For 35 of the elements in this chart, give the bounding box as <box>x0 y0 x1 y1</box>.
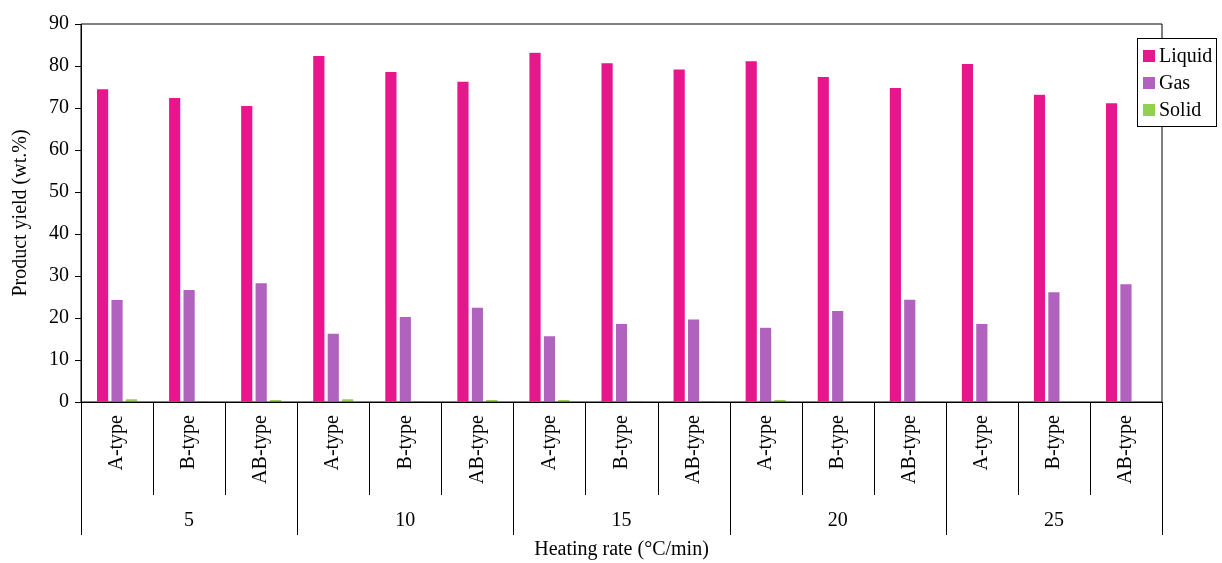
x-tick-label: AB-type <box>464 414 488 484</box>
x-tick-label: B-type <box>1041 414 1065 470</box>
y-tick-label: 10 <box>49 347 69 370</box>
x-tick-label: B-type <box>824 414 848 470</box>
y-axis-title: Product yield (wt.%) <box>8 129 32 297</box>
y-tick-label: 50 <box>49 179 69 202</box>
x-tick-label: B-type <box>392 414 416 470</box>
text: 25 <box>1043 508 1064 531</box>
y-tick-label: 90 <box>49 11 69 34</box>
x-tick-label: B-type <box>176 414 200 470</box>
text: 15 <box>611 508 632 531</box>
y-tick-label: 70 <box>49 95 69 118</box>
y-tick-label: 60 <box>49 137 69 160</box>
y-tick-label: 20 <box>49 305 69 328</box>
y-tick-label: 30 <box>49 263 69 286</box>
legend-label: Gas <box>1159 71 1191 94</box>
x-tick-label: AB-type <box>897 414 921 484</box>
x-tick-label: AB-type <box>1113 414 1137 484</box>
x-tick-label: A-type <box>969 414 993 471</box>
y-tick-label: 0 <box>59 389 69 412</box>
x-tick-label: A-type <box>320 414 344 471</box>
x-tick-label: AB-type <box>680 414 704 484</box>
x-tick-label: AB-type <box>248 414 272 484</box>
x-tick-label: A-type <box>536 414 560 471</box>
text: 10 <box>395 508 416 531</box>
y-tick-label: 40 <box>49 221 69 244</box>
y-tick-label: 80 <box>49 53 69 76</box>
legend-label: Liquid <box>1159 44 1213 67</box>
x-axis-title: Heating rate (°C/min) <box>534 537 709 561</box>
legend-label: Solid <box>1159 98 1202 121</box>
text: 20 <box>827 508 848 531</box>
text: 5 <box>184 508 195 531</box>
x-tick-label: A-type <box>752 414 776 471</box>
x-tick-label: B-type <box>608 414 632 470</box>
x-tick-label: A-type <box>104 414 128 471</box>
